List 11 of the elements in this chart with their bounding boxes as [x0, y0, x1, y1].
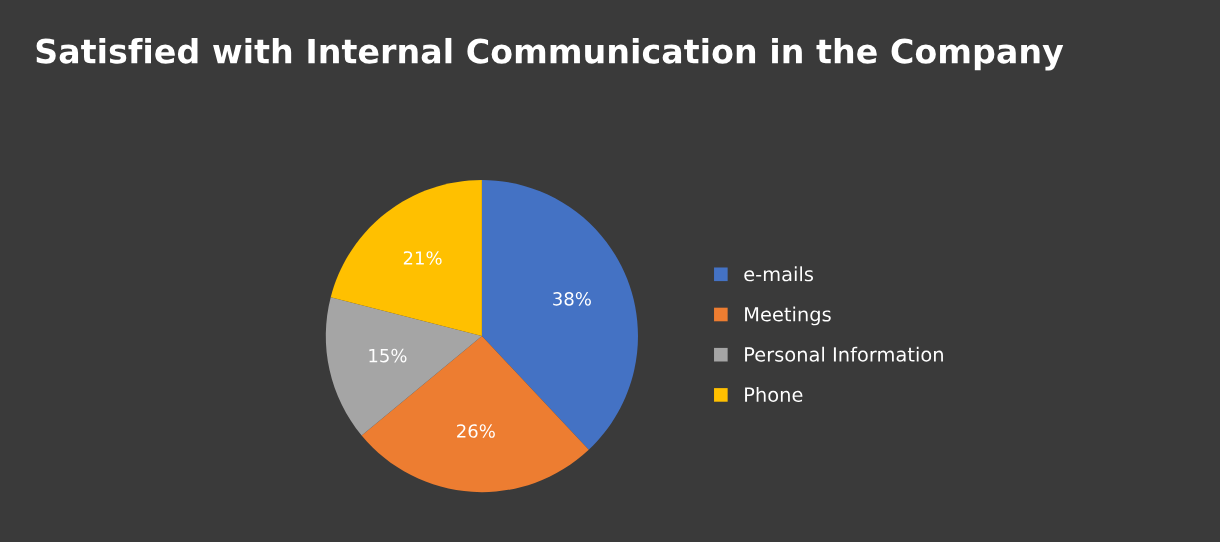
chart-title: Satisfied with Internal Communication in the Company [36, 37, 1064, 71]
pie-slice [361, 336, 589, 493]
data-label: 15% [369, 348, 407, 363]
legend-label: Phone [745, 386, 803, 402]
pie-slice [330, 179, 482, 337]
legend-label: Meetings [745, 306, 831, 326]
data-label: 21% [403, 251, 442, 265]
data-label: 38% [553, 291, 591, 306]
data-label: 26% [457, 424, 495, 438]
legend-label: Personal Information [745, 346, 943, 362]
legend-label: e-mails [744, 266, 814, 282]
